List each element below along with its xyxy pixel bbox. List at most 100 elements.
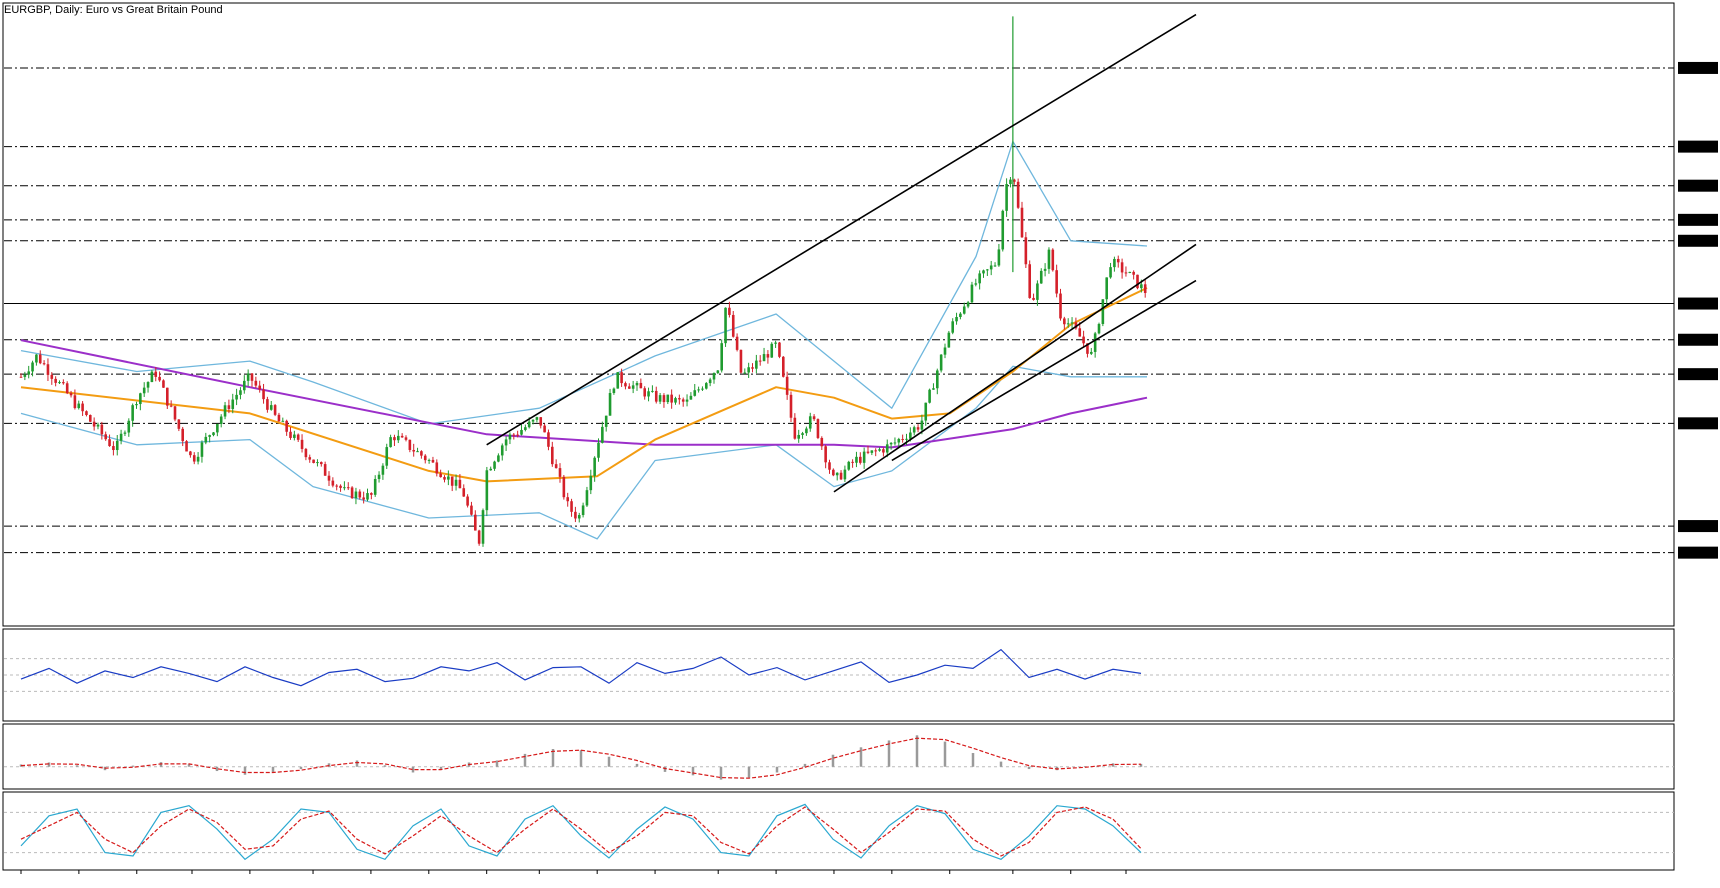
candle-body-66 (273, 405, 277, 415)
candle-body-58 (243, 380, 246, 391)
candle-body-213 (839, 472, 843, 480)
candle-body-139 (554, 464, 558, 469)
stoch-d-line (20, 806, 1142, 857)
candle-body-168 (666, 394, 670, 403)
candle-body-156 (620, 372, 623, 384)
candle-body-164 (651, 390, 654, 392)
candle-body-86 (350, 487, 354, 499)
candle-body-9 (54, 378, 57, 383)
candle-body-23 (108, 439, 111, 447)
candle-body-221 (870, 450, 874, 453)
candle-body-261 (1024, 237, 1028, 265)
candle-body-98 (397, 435, 400, 441)
candle-body-26 (119, 433, 123, 441)
candle-body-3 (31, 362, 34, 372)
candle-body-227 (893, 442, 897, 444)
main-panel-frame (2, 2, 1675, 627)
sma-50-line (20, 286, 1148, 483)
candle-body-179 (708, 379, 712, 384)
candle-body-216 (851, 461, 854, 463)
candle-body-79 (323, 464, 327, 476)
candle-body-253 (993, 265, 997, 267)
stochastic-panel (4, 803, 1674, 861)
candle-body-138 (551, 446, 554, 465)
candle-body-148 (589, 475, 593, 491)
candle-body-235 (924, 402, 928, 421)
candle-body-238 (936, 370, 939, 389)
candle-body-125 (500, 445, 504, 456)
candle-body-237 (932, 388, 935, 390)
candle-body-274 (1074, 322, 1078, 329)
candle-body-185 (731, 314, 735, 337)
candle-body-188 (743, 372, 747, 374)
candle-body-177 (701, 388, 704, 390)
candle-body-273 (1070, 322, 1074, 324)
candle-body-46 (196, 456, 200, 462)
candle-body-62 (258, 385, 261, 390)
candle-body-137 (547, 432, 550, 447)
candle-body-194 (766, 354, 770, 358)
candle-body-206 (812, 416, 816, 420)
candle-body-128 (512, 434, 516, 436)
candle-body-31 (139, 393, 142, 405)
candle-body-50 (212, 432, 215, 436)
candle-body-82 (335, 485, 338, 487)
candle-body-268 (1051, 249, 1055, 271)
candle-body-184 (728, 307, 731, 315)
candle-body-102 (412, 449, 415, 452)
candle-body-63 (262, 389, 265, 400)
candle-body-73 (300, 439, 304, 449)
candle-body-175 (693, 390, 697, 396)
candle-body-183 (724, 307, 727, 344)
candle-body-159 (631, 385, 635, 389)
candle-body-160 (635, 382, 639, 386)
candle-body-147 (585, 490, 589, 506)
candle-body-285 (1116, 258, 1120, 263)
candle-body-267 (1047, 249, 1051, 269)
candle-body-189 (747, 367, 750, 373)
candle-body-34 (150, 371, 154, 383)
channel-line-2 (891, 279, 1197, 462)
candle-body-115 (462, 488, 466, 497)
price-tick-bg-11 (1678, 297, 1718, 310)
candle-body-124 (497, 455, 500, 462)
candle-body-191 (755, 360, 758, 369)
sma-200-line (20, 339, 1148, 449)
candle-body-190 (751, 367, 754, 369)
price-tick-bg-2 (1678, 61, 1718, 74)
candle-body-254 (997, 249, 1001, 266)
candle-body-143 (570, 501, 573, 512)
candle-body-88 (358, 491, 362, 498)
candle-body-17 (85, 411, 88, 416)
candle-body-271 (1063, 318, 1066, 325)
candle-body-117 (470, 505, 473, 515)
candle-body-223 (878, 449, 881, 451)
channel-line-1 (833, 243, 1197, 493)
date-axis (20, 870, 1127, 874)
candle-body-69 (285, 420, 288, 432)
candle-body-270 (1059, 293, 1062, 319)
candle-body-275 (1078, 328, 1082, 337)
candle-body-64 (266, 399, 269, 410)
candle-body-224 (882, 449, 885, 453)
candle-body-173 (685, 399, 689, 402)
candle-body-61 (254, 380, 258, 386)
macd-panel-frame (2, 723, 1675, 790)
candle-body-210 (828, 462, 831, 470)
candle-body-44 (189, 451, 192, 456)
candle-body-181 (716, 370, 720, 374)
candle-body-32 (142, 387, 146, 394)
candle-body-153 (608, 393, 612, 416)
candle-body-113 (454, 479, 458, 486)
candle-body-108 (435, 462, 439, 474)
candle-body-85 (346, 487, 350, 489)
candle-body-14 (73, 395, 77, 409)
candle-body-42 (181, 428, 184, 442)
candle-body-13 (69, 393, 73, 396)
price-tick-bg-9 (1678, 234, 1718, 247)
candle-body-242 (951, 321, 954, 333)
candle-body-220 (866, 451, 870, 453)
candle-body-290 (1136, 274, 1139, 289)
candle-body-211 (832, 469, 835, 476)
candle-body-241 (947, 332, 951, 348)
